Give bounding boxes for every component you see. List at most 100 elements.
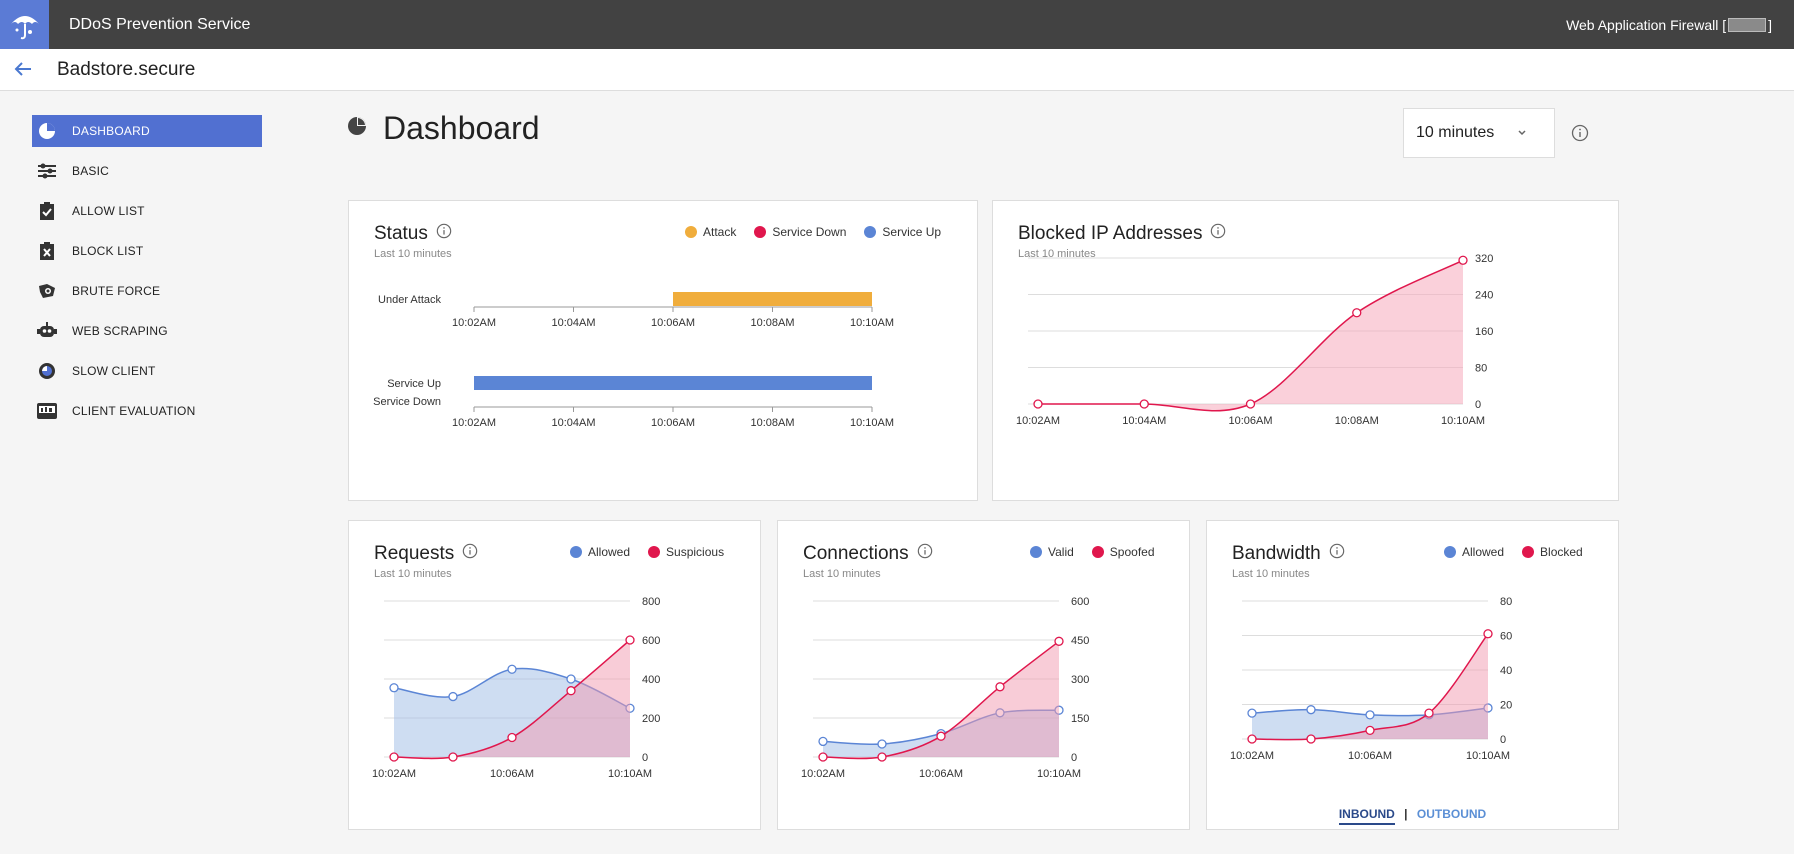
sidebar-item-dashboard[interactable]: DASHBOARD <box>32 115 262 147</box>
data-point <box>1247 708 1257 718</box>
series-area <box>394 640 630 759</box>
robot-icon <box>36 320 58 342</box>
y-tick-label: 320 <box>1475 253 1493 265</box>
info-icon[interactable] <box>1571 124 1589 147</box>
x-tick-label: 10:04AM <box>551 417 595 429</box>
clipboard-check-icon <box>36 200 58 222</box>
umbrella-logo-icon[interactable] <box>0 0 49 49</box>
legend-item-valid[interactable]: Valid <box>1030 545 1074 559</box>
x-tick-label: 10:08AM <box>750 317 794 329</box>
sidebar-item-web-scraping[interactable]: WEB SCRAPING <box>32 315 262 347</box>
x-tick-label: 10:06AM <box>651 417 695 429</box>
x-tick-label: 10:08AM <box>1335 415 1379 427</box>
time-range-select[interactable]: 10 minutes <box>1403 108 1555 158</box>
y-tick-label: 800 <box>642 596 660 608</box>
sidebar-item-client-evaluation[interactable]: CLIENT EVALUATION <box>32 395 262 427</box>
y-tick-label: 20 <box>1500 700 1512 712</box>
product-bracket: ] <box>1768 17 1772 33</box>
x-tick-label: 10:02AM <box>1230 750 1274 762</box>
info-icon[interactable] <box>462 543 478 565</box>
card-subtitle: Last 10 minutes <box>803 568 881 580</box>
legend-item-attack[interactable]: Attack <box>685 225 736 239</box>
info-icon[interactable] <box>917 543 933 565</box>
blocked-title: Blocked IP Addresses <box>1018 223 1203 244</box>
data-point <box>507 732 517 743</box>
y-tick-label: 0 <box>1500 734 1506 746</box>
x-tick-label: 10:06AM <box>1348 750 1392 762</box>
sidebar-item-allow-list[interactable]: ALLOW LIST <box>32 195 262 227</box>
card-title: Bandwidth <box>1232 543 1345 565</box>
top-bar: DDoS Prevention Service Web Application … <box>0 0 1794 49</box>
sidebar-item-label: DASHBOARD <box>72 124 150 138</box>
data-point <box>507 664 517 674</box>
x-tick-label: 10:10AM <box>850 417 894 429</box>
status-card: Status Last 10 minutes Attack Service Do… <box>348 200 978 501</box>
connections-title: Connections <box>803 543 909 564</box>
sidebar-item-label: BRUTE FORCE <box>72 284 161 298</box>
data-point <box>877 739 887 749</box>
legend-item-allowed[interactable]: Allowed <box>570 545 630 559</box>
legend: Attack Service Down Service Up <box>685 225 941 239</box>
blocked-ip-chart: 0 80 160 240 320 10:02AM 10:04AM 10:06AM 10:08AM… <box>1016 253 1493 427</box>
info-icon[interactable] <box>1329 543 1345 565</box>
tab-inbound[interactable]: INBOUND <box>1338 807 1395 825</box>
sidebar-item-basic[interactable]: BASIC <box>32 155 262 187</box>
x-tick-label: 10:02AM <box>452 317 496 329</box>
card-subtitle: Last 10 minutes <box>1018 248 1096 260</box>
data-point <box>1245 399 1256 409</box>
info-icon[interactable] <box>436 223 452 245</box>
page-title: Dashboard <box>383 110 540 146</box>
legend-item-service-down[interactable]: Service Down <box>754 225 846 239</box>
sidebar-item-slow-client[interactable]: SLOW CLIENT <box>32 355 262 387</box>
data-point <box>1033 399 1043 409</box>
card-title: Requests <box>374 543 478 565</box>
clipboard-x-icon <box>36 240 58 262</box>
y-tick-label: 0 <box>642 752 648 764</box>
site-name: Badstore.secure <box>57 59 196 80</box>
product-selector[interactable]: Web Application Firewall [ ] <box>1566 17 1772 33</box>
info-icon[interactable] <box>1210 223 1226 245</box>
legend: Allowed Suspicious <box>570 545 724 559</box>
pie-chart-icon <box>347 116 367 141</box>
requests-title: Requests <box>374 543 455 564</box>
x-tick-label: 10:02AM <box>1016 415 1060 427</box>
y-tick-label: 0 <box>1475 399 1481 411</box>
status-chart: Under Attack 10:02AM 10:04AM 10:06AM 10:08AM… <box>373 292 894 429</box>
data-point <box>1247 734 1257 744</box>
tab-outbound[interactable]: OUTBOUND <box>1416 807 1487 821</box>
card-subtitle: Last 10 minutes <box>374 248 452 260</box>
data-point <box>1139 399 1149 409</box>
y-tick-label: 200 <box>642 713 660 725</box>
sidebar-item-brute-force[interactable]: BRUTE FORCE <box>32 275 262 307</box>
data-point <box>1424 708 1434 718</box>
data-point <box>1306 705 1316 715</box>
data-point <box>1365 725 1375 736</box>
legend-item-spoofed[interactable]: Spoofed <box>1091 545 1155 559</box>
evaluation-icon <box>36 400 58 422</box>
tab-separator: | <box>1404 807 1408 821</box>
x-tick-label: 10:02AM <box>801 768 845 780</box>
brute-force-icon <box>36 280 58 302</box>
y-tick-label: 300 <box>1071 674 1089 686</box>
y-tick-label: 80 <box>1500 596 1512 608</box>
y-tick-label: 60 <box>1500 631 1512 643</box>
status-title: Status <box>374 223 428 244</box>
data-point <box>1306 734 1316 744</box>
legend-item-blocked[interactable]: Blocked <box>1522 545 1583 559</box>
data-point <box>389 683 399 693</box>
data-point <box>625 635 635 645</box>
legend-item-service-up[interactable]: Service Up <box>864 225 941 239</box>
sidebar-item-label: WEB SCRAPING <box>72 324 168 338</box>
legend-item-allowed[interactable]: Allowed <box>1444 545 1504 559</box>
card-title: Status <box>374 223 452 245</box>
back-arrow-icon[interactable] <box>12 58 34 85</box>
data-point <box>566 686 576 696</box>
legend-item-suspicious[interactable]: Suspicious <box>648 545 724 559</box>
bandwidth-title: Bandwidth <box>1232 543 1321 564</box>
y-tick-label: 160 <box>1475 326 1493 338</box>
x-tick-label: 10:06AM <box>490 768 534 780</box>
series-area <box>823 641 1059 759</box>
card-title: Blocked IP Addresses <box>1018 223 1226 245</box>
sidebar-item-block-list[interactable]: BLOCK LIST <box>32 235 262 267</box>
bandwidth-card: Bandwidth Last 10 minutes Allowed Blocke… <box>1206 520 1619 830</box>
